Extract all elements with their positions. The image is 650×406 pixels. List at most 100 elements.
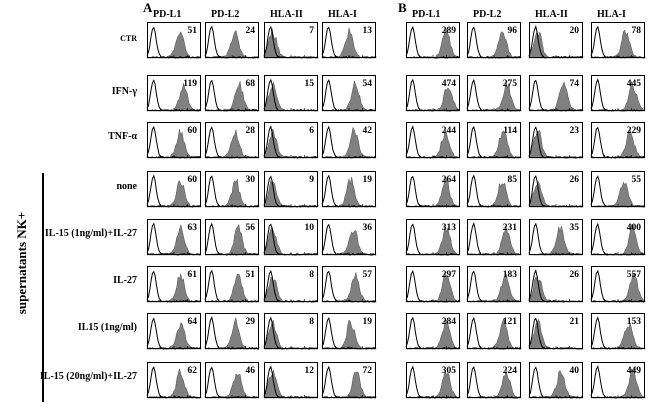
- histogram-b-r8-c3: 40: [528, 362, 584, 399]
- plot-frame: [264, 171, 318, 207]
- plot-frame: [264, 22, 318, 58]
- histogram-b-r8-c4: 449: [590, 362, 646, 399]
- histogram-a-r8-c3: 12: [263, 362, 319, 399]
- mfi-value: 264: [442, 175, 457, 185]
- mfi-value: 68: [246, 79, 256, 89]
- plot-frame: [529, 266, 583, 302]
- row-label-7: IL15 (1ng/ml): [77, 322, 137, 333]
- histogram-a-r7-c2: 29: [204, 313, 260, 350]
- mfi-value: 40: [570, 366, 580, 376]
- plot-frame: [467, 313, 521, 349]
- mfi-value: 64: [188, 317, 198, 327]
- mfi-value: 15: [305, 79, 315, 89]
- histogram-b-r5-c2: 231: [466, 219, 522, 256]
- plot-frame: [147, 219, 201, 255]
- plot-frame: [529, 362, 583, 398]
- histogram-a-r6-c1: 61: [146, 266, 202, 303]
- histogram-a-r5-c1: 63: [146, 219, 202, 256]
- mfi-value: 284: [442, 317, 457, 327]
- plot-frame: [591, 75, 645, 111]
- plot-frame: [467, 122, 521, 158]
- plot-frame: [406, 22, 460, 58]
- plot-frame: [591, 219, 645, 255]
- plot-frame: [322, 22, 376, 58]
- histogram-a-r6-c4: 57: [321, 266, 377, 303]
- mfi-value: 78: [632, 26, 642, 36]
- mfi-value: 26: [570, 270, 580, 280]
- histogram-a-r5-c3: 10: [263, 219, 319, 256]
- histogram-a-r2-c4: 54: [321, 75, 377, 112]
- plot-frame: [591, 122, 645, 158]
- plot-frame: [467, 266, 521, 302]
- mfi-value: 56: [246, 223, 256, 233]
- row-label-4: none: [116, 181, 137, 192]
- mfi-value: 23: [570, 126, 580, 136]
- panel-b-letter: B: [398, 0, 407, 15]
- stained-histogram: [528, 180, 584, 208]
- histogram-a-r1-c2: 24: [204, 22, 260, 59]
- histogram-b-r3-c4: 229: [590, 122, 646, 159]
- mfi-value: 289: [442, 26, 457, 36]
- mfi-value: 74: [570, 79, 580, 89]
- histogram-a-r7-c3: 8: [263, 313, 319, 350]
- mfi-value: 21: [570, 317, 580, 327]
- mfi-value: 42: [363, 126, 373, 136]
- histogram-a-r6-c3: 8: [263, 266, 319, 303]
- mfi-value: 60: [188, 175, 198, 185]
- row-label-1: CTR: [120, 34, 137, 43]
- stained-histogram: [263, 277, 319, 303]
- histogram-a-r3-c1: 60: [146, 122, 202, 159]
- plot-frame: [529, 313, 583, 349]
- stained-histogram: [466, 182, 522, 208]
- mfi-value: 55: [632, 175, 642, 185]
- column-header-a-3: HLA-II: [270, 9, 303, 20]
- mfi-value: 60: [188, 126, 198, 136]
- mfi-value: 121: [503, 317, 518, 327]
- histogram-b-r2-c1: 474: [405, 75, 461, 112]
- histogram-b-r4-c4: 55: [590, 171, 646, 208]
- mfi-value: 35: [570, 223, 580, 233]
- histogram-a-r7-c4: 19: [321, 313, 377, 350]
- plot-frame: [529, 75, 583, 111]
- histogram-a-r2-c3: 15: [263, 75, 319, 112]
- mfi-value: 244: [442, 126, 457, 136]
- mfi-value: 62: [188, 366, 198, 376]
- plot-frame: [406, 219, 460, 255]
- plot-frame: [147, 362, 201, 398]
- column-header-b-2: PD-L2: [473, 9, 502, 20]
- histogram-b-r4-c2: 85: [466, 171, 522, 208]
- stained-histogram: [204, 29, 260, 59]
- mfi-value: 231: [503, 223, 518, 233]
- mfi-value: 29: [246, 317, 256, 327]
- histogram-b-r4-c1: 264: [405, 171, 461, 208]
- plot-frame: [529, 219, 583, 255]
- plot-frame: [322, 313, 376, 349]
- histogram-a-r3-c2: 28: [204, 122, 260, 159]
- mfi-value: 96: [508, 26, 518, 36]
- plot-frame: [322, 75, 376, 111]
- stained-histogram: [528, 276, 584, 303]
- histogram-a-r1-c3: 7: [263, 22, 319, 59]
- mfi-value: 305: [442, 366, 457, 376]
- row-label-3: TNF-α: [108, 131, 137, 142]
- stained-histogram: [146, 180, 202, 208]
- histogram-a-r8-c1: 62: [146, 362, 202, 399]
- plot-frame: [591, 171, 645, 207]
- plot-frame: [322, 266, 376, 302]
- histogram-b-r1-c3: 20: [528, 22, 584, 59]
- mfi-value: 8: [309, 270, 314, 280]
- plot-frame: [406, 313, 460, 349]
- histogram-b-r1-c4: 78: [590, 22, 646, 59]
- plot-frame: [591, 313, 645, 349]
- plot-frame: [264, 75, 318, 111]
- histogram-b-r2-c2: 275: [466, 75, 522, 112]
- stained-histogram: [405, 87, 461, 112]
- mfi-value: 153: [627, 317, 642, 327]
- histogram-a-r8-c2: 46: [204, 362, 260, 399]
- histogram-b-r7-c1: 284: [405, 313, 461, 350]
- side-bracket-bar: [42, 173, 44, 402]
- panel-a-letter: A: [143, 0, 153, 15]
- histogram-a-r3-c4: 42: [321, 122, 377, 159]
- plot-frame: [406, 122, 460, 158]
- histogram-b-r5-c1: 313: [405, 219, 461, 256]
